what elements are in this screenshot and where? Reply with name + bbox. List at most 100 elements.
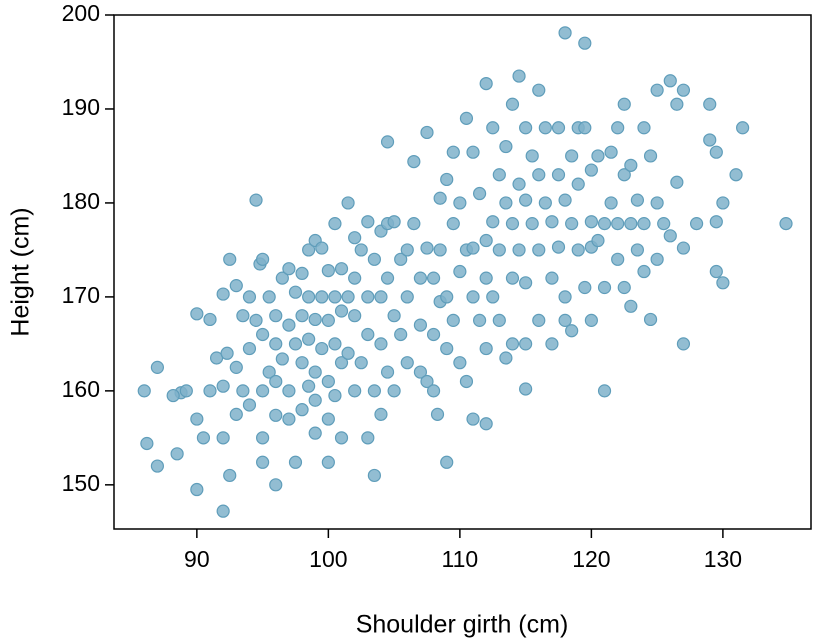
point bbox=[479, 271, 493, 285]
point bbox=[519, 337, 533, 351]
point bbox=[334, 431, 349, 445]
point bbox=[663, 229, 677, 243]
point bbox=[420, 374, 434, 389]
point bbox=[361, 431, 375, 445]
point bbox=[525, 217, 539, 231]
point bbox=[597, 217, 612, 231]
point bbox=[354, 356, 368, 370]
point bbox=[729, 168, 743, 182]
point bbox=[565, 324, 579, 338]
point bbox=[269, 478, 283, 492]
point bbox=[361, 327, 375, 342]
point bbox=[670, 97, 684, 111]
point bbox=[545, 271, 559, 285]
x-tick-label: 100 bbox=[309, 546, 347, 572]
point bbox=[505, 271, 520, 285]
point bbox=[400, 290, 414, 304]
point bbox=[282, 384, 296, 398]
point bbox=[166, 388, 180, 403]
point bbox=[341, 196, 355, 210]
point bbox=[689, 217, 704, 231]
y-tick-label: 180 bbox=[62, 188, 100, 214]
point bbox=[637, 264, 651, 279]
point bbox=[295, 309, 309, 323]
point bbox=[374, 337, 388, 351]
point bbox=[315, 341, 329, 356]
point bbox=[367, 384, 381, 398]
point bbox=[223, 252, 237, 266]
point bbox=[288, 455, 303, 469]
point bbox=[361, 290, 375, 304]
point bbox=[709, 145, 723, 159]
point bbox=[315, 290, 329, 304]
point bbox=[249, 313, 263, 327]
point bbox=[512, 243, 526, 257]
point bbox=[676, 241, 691, 255]
point bbox=[472, 186, 487, 201]
y-tick-label: 150 bbox=[62, 470, 100, 496]
point bbox=[453, 196, 467, 210]
point bbox=[459, 111, 474, 125]
point bbox=[637, 121, 651, 135]
x-tick-label: 90 bbox=[184, 546, 210, 572]
point bbox=[519, 121, 533, 135]
point bbox=[387, 309, 401, 323]
point bbox=[430, 407, 445, 421]
point bbox=[716, 276, 730, 290]
point bbox=[394, 327, 408, 342]
point bbox=[499, 196, 513, 210]
point bbox=[400, 243, 414, 257]
point bbox=[624, 299, 638, 313]
point bbox=[486, 121, 500, 135]
point bbox=[486, 215, 500, 229]
point bbox=[249, 193, 263, 207]
point bbox=[709, 264, 723, 279]
point bbox=[650, 252, 664, 266]
point bbox=[446, 313, 460, 327]
point bbox=[650, 83, 664, 97]
point bbox=[558, 313, 572, 327]
point bbox=[236, 384, 250, 398]
point bbox=[453, 356, 467, 370]
point bbox=[229, 279, 243, 293]
point bbox=[617, 280, 631, 295]
point bbox=[321, 455, 335, 469]
point bbox=[505, 337, 520, 351]
point bbox=[302, 379, 316, 393]
point bbox=[308, 312, 322, 327]
point bbox=[479, 341, 493, 356]
point bbox=[256, 327, 270, 342]
point bbox=[413, 271, 428, 285]
point bbox=[236, 309, 250, 323]
point bbox=[216, 504, 230, 518]
point bbox=[321, 263, 335, 278]
point bbox=[499, 139, 513, 154]
point bbox=[716, 196, 730, 210]
point bbox=[190, 412, 204, 426]
point bbox=[380, 135, 395, 149]
point bbox=[779, 217, 793, 231]
point bbox=[492, 243, 506, 257]
point bbox=[269, 309, 283, 323]
point bbox=[604, 145, 618, 159]
point bbox=[591, 149, 605, 163]
point bbox=[459, 374, 474, 389]
point bbox=[262, 290, 276, 304]
point bbox=[505, 217, 520, 231]
point bbox=[302, 290, 316, 304]
point bbox=[624, 217, 638, 231]
point bbox=[256, 252, 270, 266]
point bbox=[242, 398, 257, 412]
point bbox=[611, 252, 625, 266]
point bbox=[545, 337, 559, 351]
point bbox=[584, 163, 598, 177]
y-tick-label: 190 bbox=[62, 94, 100, 120]
x-tick-label: 130 bbox=[704, 546, 742, 572]
point bbox=[216, 287, 230, 301]
point bbox=[256, 384, 270, 398]
point bbox=[179, 384, 193, 398]
point bbox=[578, 121, 592, 135]
point bbox=[578, 36, 592, 50]
point bbox=[334, 356, 349, 370]
point bbox=[400, 356, 414, 370]
